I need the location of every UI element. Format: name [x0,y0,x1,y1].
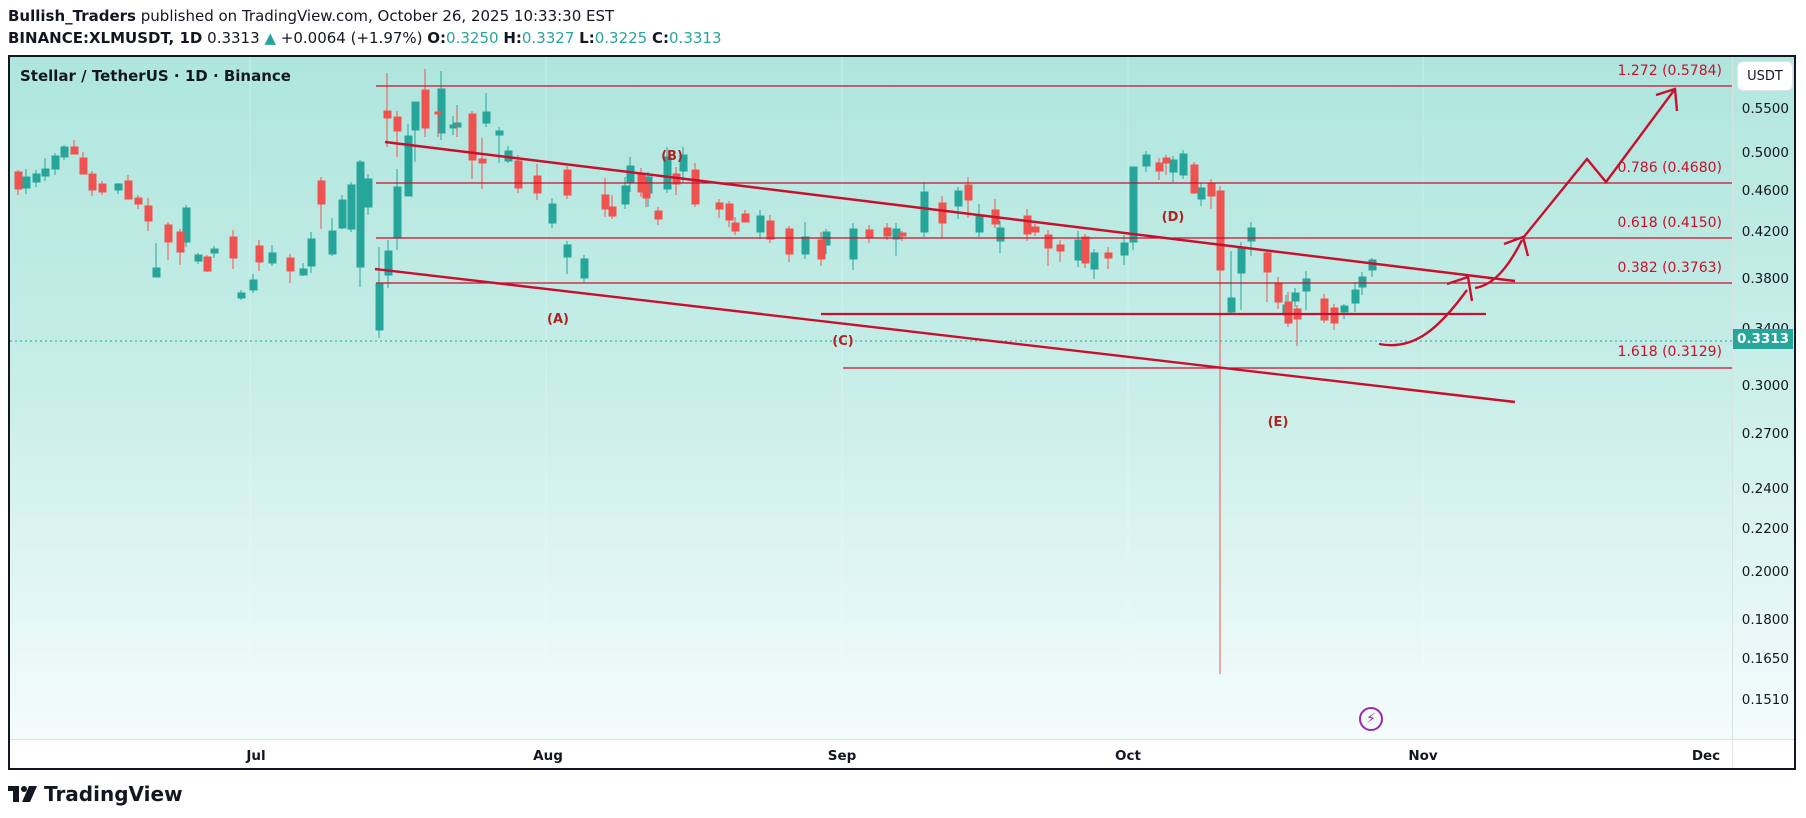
fib-label-1618: 1.618 (0.3129) [1617,344,1722,360]
low-value: 0.3225 [594,29,648,47]
price-tick: 0.2200 [1741,521,1789,537]
price-tick: 0.1800 [1741,612,1789,628]
low-label: L: [579,29,595,47]
currency-button[interactable]: USDT [1738,62,1792,90]
price-tick: 0.3000 [1741,378,1789,394]
up-arrow-icon: ▲ [264,29,276,47]
symbol-info: BINANCE:XLMUSDT, 1D 0.3313 ▲ +0.0064 (+1… [8,28,722,48]
price-tick: 0.5000 [1741,145,1789,161]
time-tick-dec: Dec [1691,748,1721,764]
price-tick: 0.2400 [1741,481,1789,497]
candlestick-chart [10,57,1732,739]
price-axis[interactable]: 0.5500 0.5000 0.4600 0.4200 0.3800 0.340… [1732,57,1794,739]
close-value: 0.3313 [669,29,722,47]
fib-label-0618: 0.618 (0.4150) [1617,215,1722,231]
price-tick: 0.3800 [1741,271,1789,287]
open-value: 0.3250 [446,29,499,47]
brand-name: TradingView [44,782,183,806]
last-price: 0.3313 [207,29,260,47]
price-tick: 0.4200 [1741,224,1789,240]
chart-frame: Stellar / TetherUS · 1D · Binance 1.272 … [8,55,1796,770]
time-axis[interactable]: Jul Aug Sep Oct Nov Dec [10,739,1794,768]
author-name[interactable]: Bullish_Traders [8,7,136,25]
axis-corner [1732,740,1794,768]
time-tick-sep: Sep [827,748,857,764]
fib-label-0786: 0.786 (0.4680) [1617,160,1722,176]
chart-plot-area[interactable]: Stellar / TetherUS · 1D · Binance 1.272 … [10,57,1732,739]
published-text: published on TradingView.com, October 26… [140,7,615,25]
price-tick: 0.4600 [1741,183,1789,199]
price-tick: 0.2700 [1741,426,1789,442]
fib-label-0382: 0.382 (0.3763) [1617,260,1722,276]
event-flash-icon[interactable]: ⚡ [1359,707,1383,731]
close-label: C: [652,29,670,47]
wave-label-c: (C) [832,334,854,349]
price-change: +0.0064 (+1.97%) [280,29,423,47]
price-tick: 0.2000 [1741,564,1789,580]
publish-info: Bullish_Traders published on TradingView… [8,6,614,26]
time-tick-nov: Nov [1408,748,1438,764]
wave-label-a: (A) [547,312,569,327]
time-tick-jul: Jul [246,748,266,764]
time-tick-oct: Oct [1115,748,1141,764]
chart-title: Stellar / TetherUS · 1D · Binance [20,67,291,85]
price-tick: 0.5500 [1741,101,1789,117]
open-label: O: [427,29,447,47]
time-tick-aug: Aug [533,748,563,764]
wave-label-b: (B) [661,149,683,164]
wave-label-d: (D) [1161,210,1185,225]
fib-label-1272: 1.272 (0.5784) [1617,63,1722,79]
tradingview-logo[interactable]: TradingView [8,782,183,806]
price-tick: 0.1510 [1741,692,1789,708]
high-label: H: [503,29,522,47]
price-tick: 0.1650 [1741,651,1789,667]
symbol-name: BINANCE:XLMUSDT, 1D [8,29,203,47]
current-price-badge: 0.3313 [1733,329,1793,349]
candles [14,69,1377,674]
tradingview-logo-icon [8,786,37,802]
high-value: 0.3327 [521,29,575,47]
wave-label-e: (E) [1267,415,1289,430]
